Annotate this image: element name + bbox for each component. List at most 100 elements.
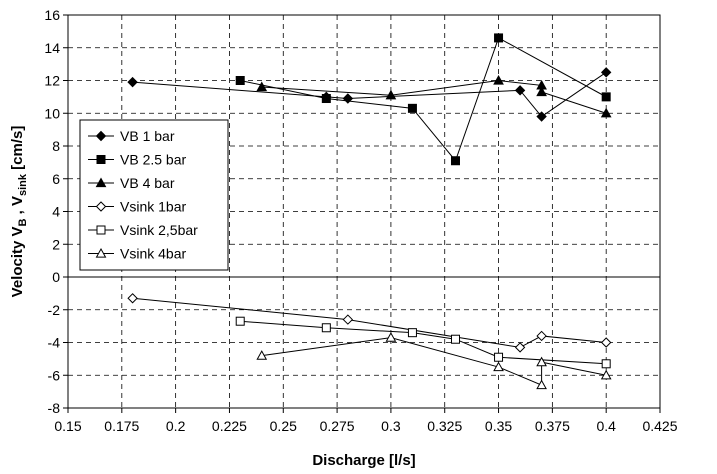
data-point (600, 107, 612, 118)
x-tick-label: 0.3 (381, 418, 401, 434)
legend-item: VB 1 bar (88, 128, 175, 144)
y-tick-label: 16 (44, 7, 60, 23)
legend-item: VB 2.5 bar (88, 152, 186, 168)
x-axis-title: Discharge [l/s] (312, 452, 415, 469)
x-tick-label: 0.35 (485, 418, 512, 434)
legend-label: Vsink 2,5bar (120, 222, 198, 238)
data-point (256, 350, 268, 360)
y-tick-label: 0 (52, 269, 60, 285)
data-point (536, 356, 547, 367)
x-tick-label: 0.375 (535, 418, 570, 434)
data-point (385, 332, 397, 342)
data-point (385, 89, 397, 100)
x-axis: 0.15 0.175 0.2 0.225 0.25 0.275 0.3 0.325 0.35 0.… (54, 408, 678, 434)
y-tick-label: 14 (44, 40, 60, 56)
data-point (536, 379, 547, 390)
legend-label: VB 4 bar (120, 175, 175, 191)
data-point (127, 293, 138, 304)
y-tick-label: -4 (48, 335, 61, 351)
y-axis-title-subscript: sink (17, 173, 29, 196)
data-point (600, 369, 612, 380)
y-tick-label: 12 (44, 73, 60, 89)
x-tick-label: 0.325 (427, 418, 462, 434)
legend-marker (96, 155, 106, 164)
grid-lines (68, 15, 660, 408)
x-tick-label: 0.275 (320, 418, 355, 434)
data-point (127, 76, 138, 88)
x-tick-label: 0.15 (54, 418, 81, 434)
y-tick-label: 2 (52, 236, 60, 252)
series-5 (235, 316, 611, 369)
series-line (240, 37, 607, 162)
legend-label: VB 1 bar (120, 128, 175, 144)
legend-marker (96, 225, 106, 235)
x-tick-label: 0.225 (212, 418, 247, 434)
legend-marker (95, 177, 107, 188)
legend-item: Vsink 1bar (88, 199, 186, 215)
data-point (450, 334, 460, 344)
data-point (342, 314, 354, 325)
series-line (261, 79, 607, 114)
series-line (261, 337, 607, 386)
series-line (132, 71, 607, 118)
series-6 (256, 332, 612, 390)
data-point (514, 342, 526, 353)
data-point (407, 103, 417, 113)
y-axis-title: Velocity VB , Vsink [cm/s] (9, 126, 29, 298)
data-point (321, 94, 331, 104)
y-axis-title-part: , V (9, 196, 26, 219)
legend-item: VB 4 bar (88, 175, 175, 191)
data-point (493, 74, 504, 85)
y-tick-label: 6 (52, 171, 60, 187)
y-axis-title-part: Velocity V (9, 226, 26, 297)
series-line (240, 320, 607, 365)
legend-marker (95, 201, 107, 212)
x-tick-label: 0.175 (104, 418, 139, 434)
data-point (235, 76, 245, 85)
data-point (536, 86, 547, 97)
data-point (494, 352, 504, 362)
data-point (600, 67, 612, 78)
data-point (536, 111, 547, 122)
legend-item: Vsink 2,5bar (88, 222, 198, 238)
data-point (536, 330, 547, 342)
data-point (321, 323, 331, 333)
y-tick-label: -8 (48, 400, 61, 416)
y-axis-title-subscript: B (17, 218, 29, 226)
series-layer (127, 33, 612, 390)
data-point (450, 156, 460, 166)
data-point (514, 85, 526, 96)
legend-label: Vsink 4bar (120, 246, 186, 262)
data-point (493, 361, 504, 372)
y-tick-label: 4 (52, 204, 60, 220)
series-3 (256, 74, 612, 118)
legend-marker (95, 247, 107, 258)
legend-marker (95, 130, 107, 142)
data-point (601, 92, 611, 102)
legend: VB 1 bar VB 2.5 bar VB 4 bar Vsink 1bar Vsin… (79, 119, 229, 271)
legend-item: Vsink 4bar (88, 246, 186, 262)
series-2 (235, 33, 611, 166)
data-point (235, 316, 245, 326)
legend-label: VB 2.5 bar (120, 152, 186, 168)
y-axis: -8 -6 -4 -2 0 2 4 6 8 10 12 14 16 (44, 7, 68, 416)
x-tick-label: 0.4 (596, 418, 616, 434)
data-point (407, 328, 417, 338)
data-point (600, 337, 612, 348)
y-tick-label: -6 (48, 367, 61, 383)
data-point (601, 359, 611, 369)
series-line (132, 297, 607, 348)
x-tick-label: 0.425 (642, 418, 677, 434)
x-tick-label: 0.2 (166, 418, 186, 434)
series-4 (127, 293, 612, 353)
legend-label: Vsink 1bar (120, 199, 186, 215)
y-tick-label: 10 (44, 105, 60, 121)
x-tick-label: 0.25 (270, 418, 297, 434)
data-point (494, 33, 504, 43)
data-point (256, 81, 268, 92)
legend-box (79, 119, 229, 271)
y-tick-label: 8 (52, 138, 60, 154)
y-axis-title-part: [cm/s] (9, 126, 26, 174)
y-tick-label: -2 (48, 302, 61, 318)
